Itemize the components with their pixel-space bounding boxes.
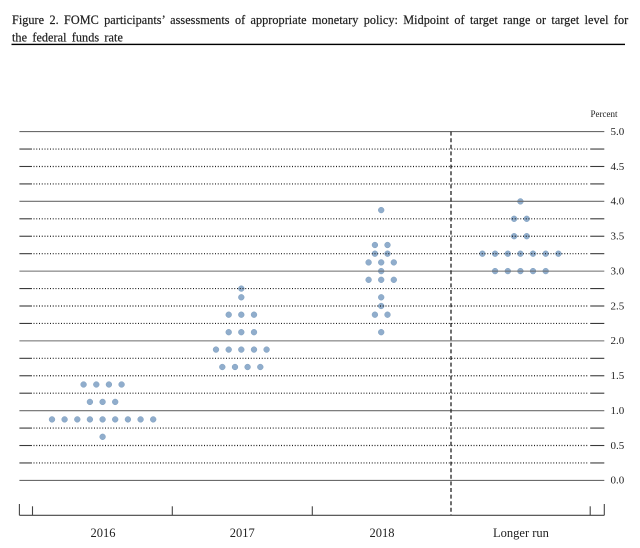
svg-text:4.0: 4.0 (611, 196, 625, 208)
svg-text:2.5: 2.5 (611, 300, 625, 312)
svg-text:Percent: Percent (591, 109, 618, 119)
svg-text:Longer run: Longer run (493, 526, 550, 540)
svg-text:2016: 2016 (91, 526, 116, 540)
svg-text:2.0: 2.0 (611, 335, 625, 347)
svg-text:1.0: 1.0 (611, 405, 625, 417)
svg-text:Figure 2. FOMC participants’ a: Figure 2. FOMC participants’ assessments… (12, 13, 628, 27)
svg-text:2018: 2018 (370, 526, 395, 540)
svg-text:2017: 2017 (230, 526, 255, 540)
svg-text:0.5: 0.5 (611, 440, 625, 452)
svg-text:1.5: 1.5 (611, 370, 625, 382)
svg-text:5.0: 5.0 (611, 126, 625, 138)
svg-text:3.5: 3.5 (611, 231, 625, 243)
svg-text:3.0: 3.0 (611, 265, 625, 277)
svg-text:4.5: 4.5 (611, 161, 625, 173)
svg-text:the federal funds rate: the federal funds rate (12, 31, 123, 45)
svg-text:0.0: 0.0 (611, 475, 625, 487)
